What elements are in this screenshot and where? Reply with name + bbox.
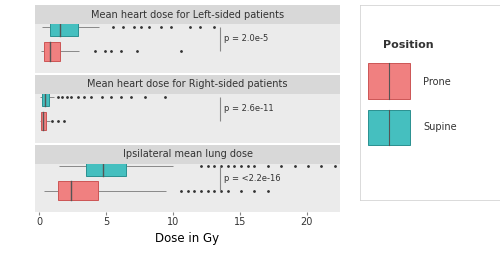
Bar — [58, 181, 98, 200]
Text: p = 2.0e-5: p = 2.0e-5 — [224, 35, 268, 44]
Bar — [86, 157, 126, 176]
Text: Mean heart dose for Left-sided patients: Mean heart dose for Left-sided patients — [91, 10, 284, 20]
Text: Mean heart dose for Right-sided patients: Mean heart dose for Right-sided patients — [88, 79, 288, 89]
X-axis label: Dose in Gy: Dose in Gy — [156, 231, 220, 244]
Text: Position: Position — [382, 40, 433, 50]
Bar — [42, 87, 49, 106]
Text: Prone: Prone — [423, 77, 451, 87]
Bar — [44, 42, 60, 61]
Text: Ipsilateral mean lung dose: Ipsilateral mean lung dose — [122, 149, 252, 159]
Text: p = 2.6e-11: p = 2.6e-11 — [224, 104, 273, 113]
Bar — [35, 5, 340, 24]
Bar — [41, 112, 46, 131]
Bar — [35, 145, 340, 164]
Bar — [35, 75, 340, 94]
Text: Supine: Supine — [423, 122, 456, 132]
Bar — [50, 17, 78, 36]
Text: p = <2.2e-16: p = <2.2e-16 — [224, 174, 280, 183]
